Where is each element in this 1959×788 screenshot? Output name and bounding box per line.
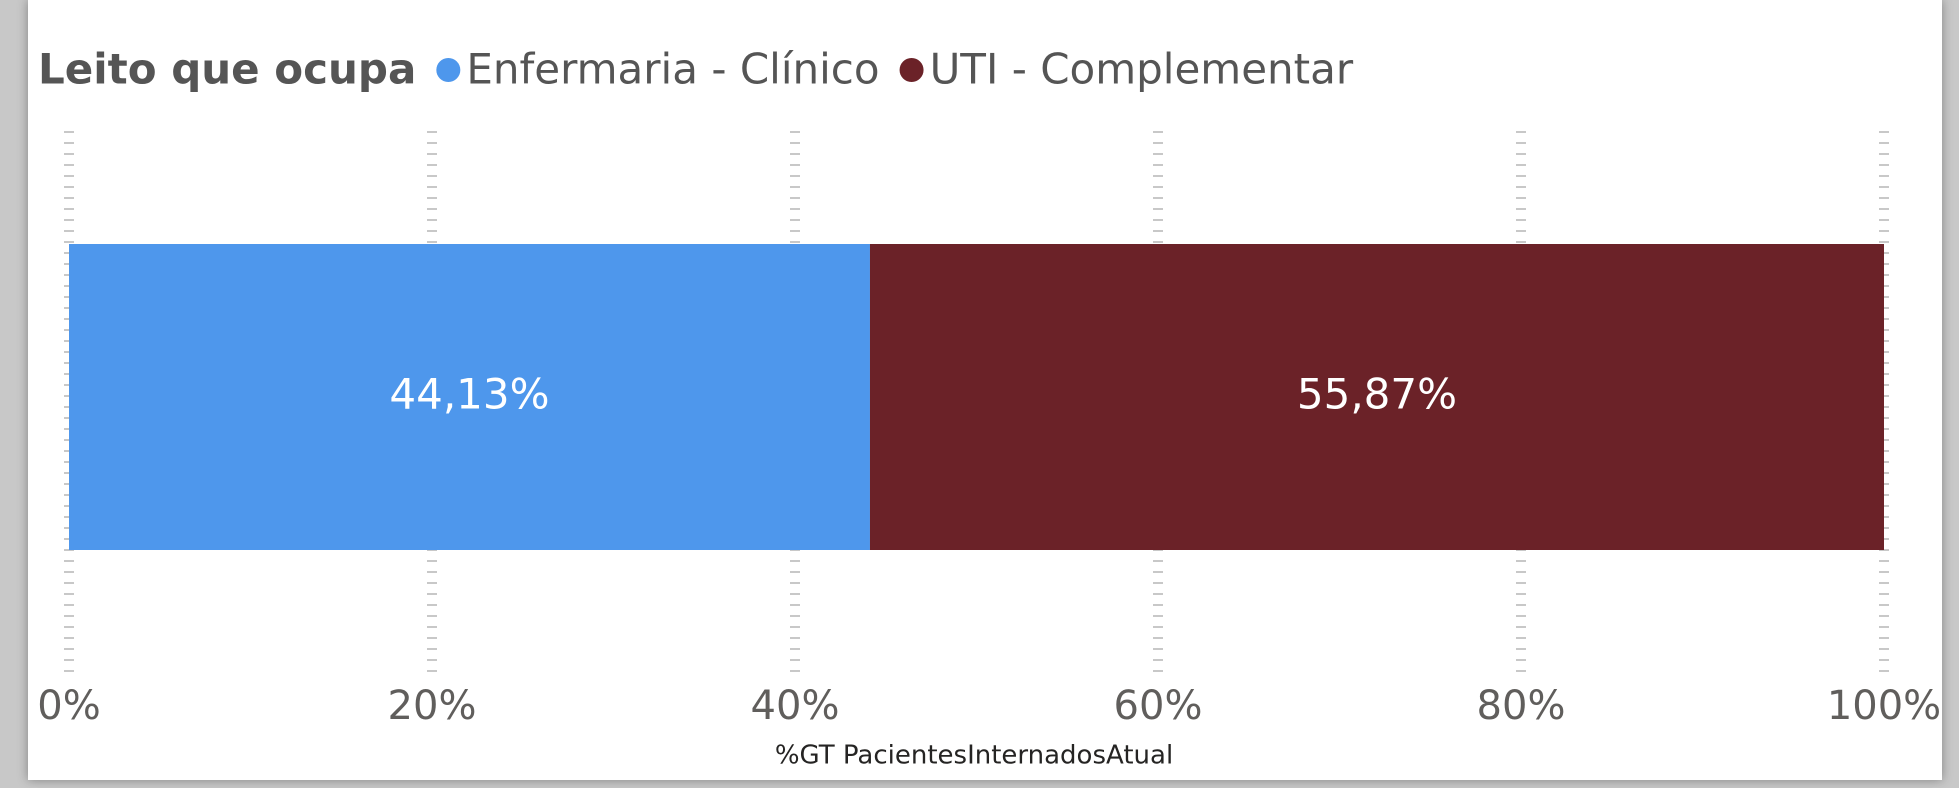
x-tick-label: 20% [388,683,477,729]
legend-marker [436,58,461,82]
legend-marker [899,58,924,82]
x-tick-label: 80% [1477,683,1566,729]
x-tick-label: 40% [751,683,840,729]
x-tick-label: 60% [1114,683,1203,729]
legend-label: UTI - Complementar [930,45,1354,94]
x-tick-label: 0% [37,683,100,729]
legend-label: Enfermaria - Clínico [466,45,879,94]
bar-segment [69,244,870,550]
x-tick-label: 100% [1827,683,1941,729]
x-axis-title: %GT PacientesInternadosAtual [775,741,1173,771]
bar-segment [869,244,1884,550]
data-label: 55,87% [1297,370,1457,419]
data-label: 44,13% [389,370,549,419]
legend-title: Leito que ocupa [38,45,416,94]
